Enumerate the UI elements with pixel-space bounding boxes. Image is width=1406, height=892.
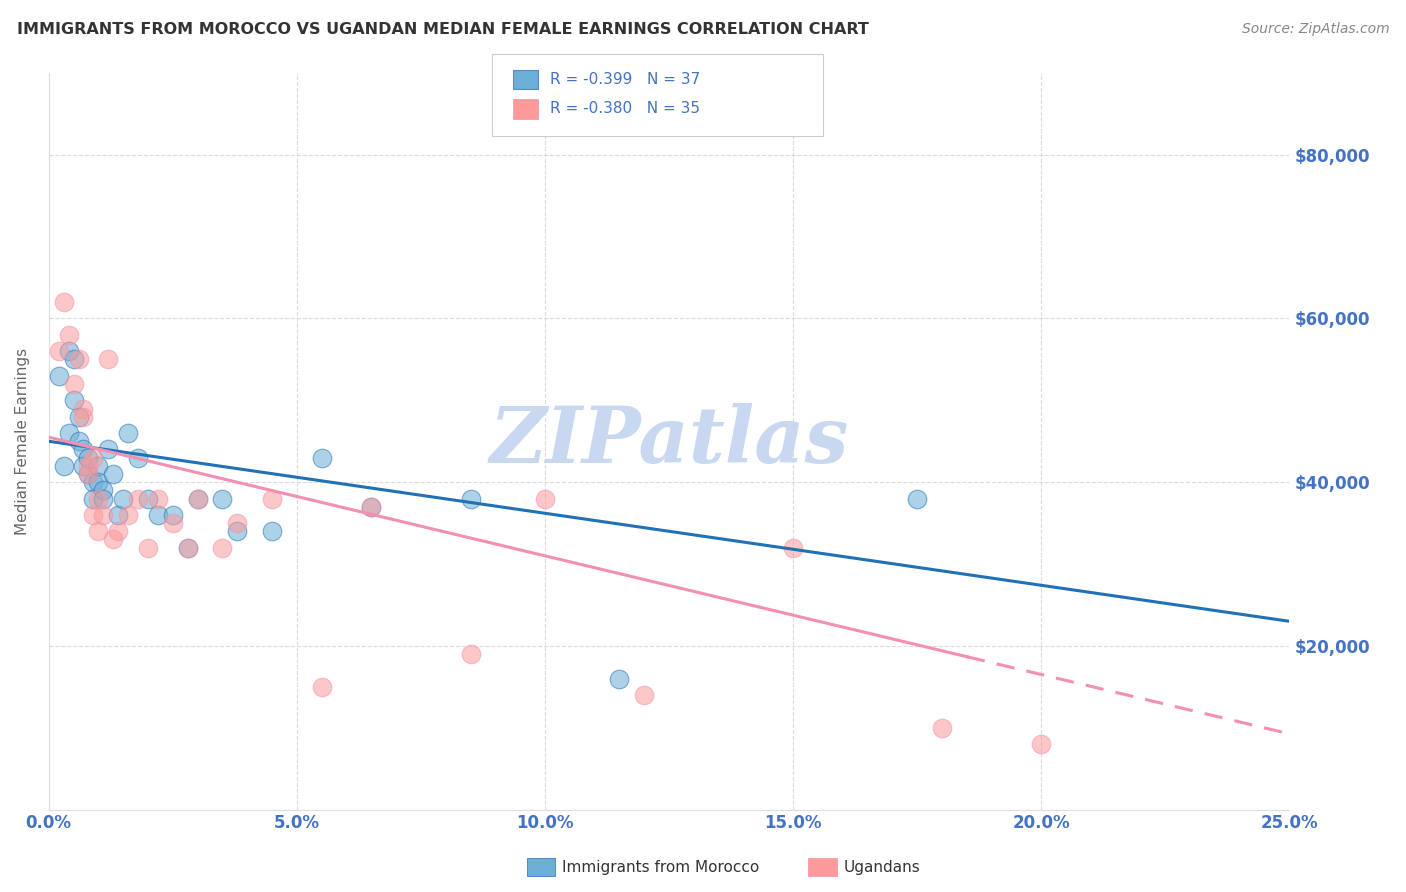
- Point: [211, 491, 233, 506]
- Y-axis label: Median Female Earnings: Median Female Earnings: [15, 348, 30, 535]
- Point: [127, 450, 149, 465]
- Text: R = -0.380   N = 35: R = -0.380 N = 35: [550, 102, 700, 116]
- Point: [52, 295, 75, 310]
- Text: Source: ZipAtlas.com: Source: ZipAtlas.com: [1241, 22, 1389, 37]
- Point: [62, 352, 84, 367]
- Point: [62, 376, 84, 391]
- Point: [107, 524, 129, 539]
- Point: [360, 500, 382, 514]
- Point: [226, 524, 249, 539]
- Point: [262, 524, 284, 539]
- Point: [103, 533, 125, 547]
- Point: [633, 688, 655, 702]
- Point: [177, 541, 200, 555]
- Point: [62, 393, 84, 408]
- Point: [460, 491, 482, 506]
- Point: [1031, 737, 1053, 751]
- Point: [82, 475, 104, 490]
- Point: [534, 491, 557, 506]
- Point: [460, 647, 482, 661]
- Text: Immigrants from Morocco: Immigrants from Morocco: [562, 860, 759, 874]
- Point: [48, 344, 70, 359]
- Point: [87, 458, 110, 473]
- Point: [187, 491, 209, 506]
- Point: [117, 508, 139, 522]
- Point: [226, 516, 249, 530]
- Point: [931, 721, 953, 735]
- Text: Ugandans: Ugandans: [844, 860, 921, 874]
- Point: [82, 491, 104, 506]
- Point: [77, 467, 100, 481]
- Point: [136, 491, 159, 506]
- Point: [177, 541, 200, 555]
- Text: R = -0.399   N = 37: R = -0.399 N = 37: [550, 72, 700, 87]
- Point: [67, 409, 90, 424]
- Point: [905, 491, 928, 506]
- Point: [107, 508, 129, 522]
- Point: [117, 426, 139, 441]
- Point: [58, 426, 80, 441]
- Point: [609, 672, 631, 686]
- Point: [782, 541, 804, 555]
- Point: [82, 450, 104, 465]
- Point: [162, 508, 184, 522]
- Point: [91, 483, 114, 498]
- Point: [87, 524, 110, 539]
- Point: [162, 516, 184, 530]
- Point: [87, 475, 110, 490]
- Text: IMMIGRANTS FROM MOROCCO VS UGANDAN MEDIAN FEMALE EARNINGS CORRELATION CHART: IMMIGRANTS FROM MOROCCO VS UGANDAN MEDIA…: [17, 22, 869, 37]
- Point: [77, 450, 100, 465]
- Point: [72, 401, 94, 416]
- Point: [77, 467, 100, 481]
- Point: [112, 491, 135, 506]
- Point: [87, 491, 110, 506]
- Point: [77, 458, 100, 473]
- Point: [72, 458, 94, 473]
- Point: [82, 508, 104, 522]
- Point: [52, 458, 75, 473]
- Text: ZIPatlas: ZIPatlas: [489, 403, 849, 480]
- Point: [136, 541, 159, 555]
- Point: [187, 491, 209, 506]
- Point: [360, 500, 382, 514]
- Point: [146, 508, 169, 522]
- Point: [311, 450, 333, 465]
- Point: [262, 491, 284, 506]
- Point: [91, 491, 114, 506]
- Point: [211, 541, 233, 555]
- Point: [72, 442, 94, 457]
- Point: [97, 442, 120, 457]
- Point: [91, 508, 114, 522]
- Point: [67, 352, 90, 367]
- Point: [58, 344, 80, 359]
- Point: [103, 467, 125, 481]
- Point: [97, 352, 120, 367]
- Point: [146, 491, 169, 506]
- Point: [72, 409, 94, 424]
- Point: [58, 327, 80, 342]
- Point: [127, 491, 149, 506]
- Point: [311, 680, 333, 694]
- Point: [48, 368, 70, 383]
- Point: [67, 434, 90, 449]
